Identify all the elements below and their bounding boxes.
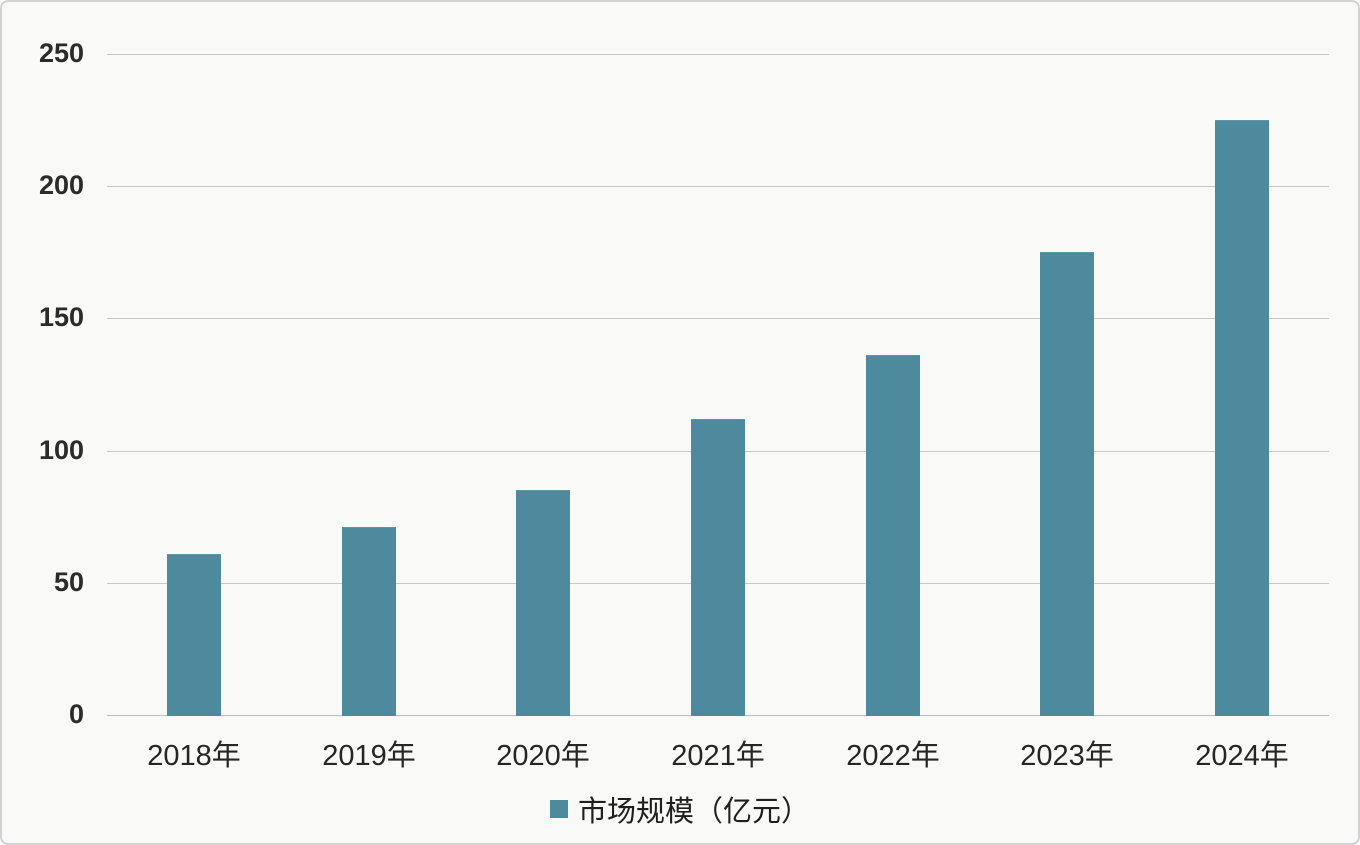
x-axis-tick-label: 2022年 xyxy=(846,740,940,772)
gridline-150 xyxy=(107,318,1329,319)
bar-2023年 xyxy=(1040,252,1094,716)
bar-2020年 xyxy=(516,490,570,716)
y-axis-tick-label: 150 xyxy=(38,302,84,332)
y-axis-tick-label: 0 xyxy=(68,699,84,729)
bar-2024年 xyxy=(1215,120,1269,716)
legend-marker-icon xyxy=(549,800,568,818)
bar-2021年 xyxy=(691,419,745,716)
x-axis-tick-label: 2019年 xyxy=(322,740,416,772)
x-axis-tick-label: 2018年 xyxy=(147,740,241,772)
y-axis-tick-label: 100 xyxy=(38,435,84,465)
y-axis-tick-label: 50 xyxy=(53,567,84,597)
legend: 市场规模（亿元） xyxy=(2,788,1358,830)
bar-2019年 xyxy=(342,527,396,716)
x-axis-tick-label: 2024年 xyxy=(1195,740,1289,772)
bar-2018年 xyxy=(167,554,221,716)
x-axis-tick-label: 2020年 xyxy=(496,740,590,772)
bar-2022年 xyxy=(866,355,920,716)
gridline-200 xyxy=(107,186,1329,187)
y-axis-tick-label: 250 xyxy=(38,38,84,68)
y-axis-tick-label: 200 xyxy=(38,170,84,200)
x-axis-tick-label: 2023年 xyxy=(1020,740,1114,772)
gridline-250 xyxy=(107,54,1329,55)
legend-label: 市场规模（亿元） xyxy=(577,796,810,828)
x-axis-tick-label: 2021年 xyxy=(671,740,765,772)
